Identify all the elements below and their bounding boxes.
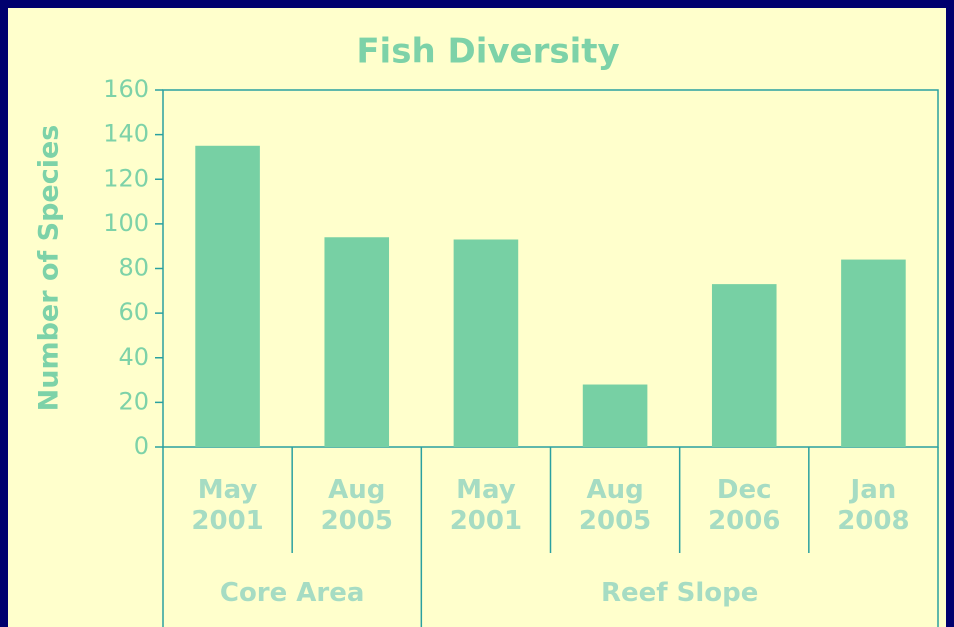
x-tick-label: May 2001 <box>449 475 523 536</box>
bar <box>453 239 519 447</box>
bar <box>841 259 906 447</box>
y-tick-label: 20 <box>118 387 149 415</box>
chart-title: Fish Diversity <box>356 32 619 72</box>
bar <box>582 384 648 447</box>
group-label: Core Area <box>219 578 365 608</box>
y-tick-label: 160 <box>103 75 149 103</box>
y-tick-label: 40 <box>118 343 149 371</box>
x-tick-label: May 2001 <box>191 475 264 536</box>
bar <box>195 145 260 447</box>
y-tick-label: 120 <box>103 164 149 192</box>
bar <box>324 237 390 447</box>
x-tick-label: Dec 2006 <box>708 475 781 536</box>
group-label: Reef Slope <box>600 578 759 608</box>
y-tick-label: 100 <box>103 209 149 237</box>
y-tick-label: 140 <box>103 120 149 148</box>
x-tick-label: Aug 2005 <box>320 475 393 536</box>
y-tick-label: 0 <box>134 432 149 460</box>
x-tick-label: Aug 2005 <box>578 475 652 536</box>
y-tick-label: 60 <box>118 298 149 326</box>
y-tick-label: 80 <box>118 254 149 282</box>
y-axis-title: Number of Species <box>34 125 65 412</box>
bar <box>711 284 777 447</box>
x-tick-label: Jan 2008 <box>837 475 910 536</box>
